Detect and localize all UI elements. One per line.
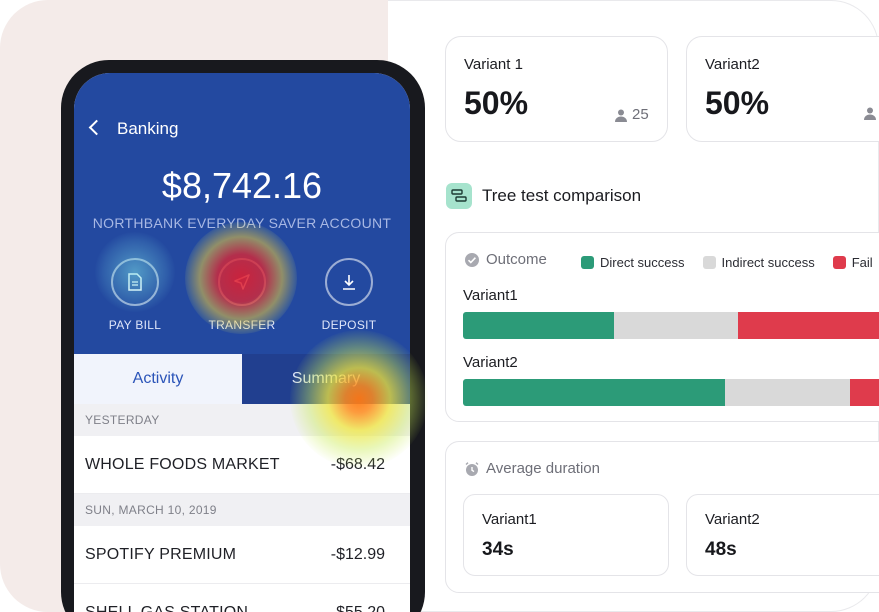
deposit-button[interactable]: DEPOSIT xyxy=(304,258,394,332)
back-chevron-icon[interactable] xyxy=(88,119,105,136)
bar-segment-fail xyxy=(738,312,879,339)
outcome-bar xyxy=(463,379,879,406)
duration-card: Variant1 34s xyxy=(463,494,669,576)
timer-icon xyxy=(465,461,479,476)
duration-box: Average duration Variant1 34s Variant2 4… xyxy=(445,441,879,593)
download-icon xyxy=(325,258,373,306)
section-title-tree-test: Tree test comparison xyxy=(446,183,641,209)
transaction-row[interactable]: SPOTIFY PREMIUM -$12.99 xyxy=(74,526,410,584)
bar-segment-indirect xyxy=(613,312,739,339)
duration-variant-label: Variant2 xyxy=(705,511,760,528)
transaction-merchant: SPOTIFY PREMIUM xyxy=(85,546,237,563)
transaction-amount: -$68.42 xyxy=(330,456,385,473)
legend-swatch xyxy=(581,256,594,269)
account-name: NORTHBANK EVERYDAY SAVER ACCOUNT xyxy=(92,215,392,231)
transaction-merchant: SHELL GAS STATION xyxy=(85,604,248,612)
account-balance: $8,742.16 xyxy=(161,165,323,206)
bar-segment-direct xyxy=(463,312,614,339)
variant-count-value: 25 xyxy=(632,106,649,123)
send-icon xyxy=(218,258,266,306)
variant-card: Variant 1 50% 25 xyxy=(445,36,668,142)
bar-label: Variant2 xyxy=(463,354,518,371)
bar-label: Variant1 xyxy=(463,287,518,304)
legend-label: Fail xyxy=(851,255,873,270)
legend: Direct success Indirect success Fail xyxy=(581,255,873,270)
section-title-text: Tree test comparison xyxy=(482,186,642,205)
bar-segment-direct xyxy=(463,379,726,406)
transaction-amount: -$12.99 xyxy=(330,546,385,563)
outcome-label: Outcome xyxy=(486,251,547,268)
deposit-label: DEPOSIT xyxy=(321,318,377,332)
tab-summary[interactable]: Summary xyxy=(242,354,410,404)
variant-percent: 50% xyxy=(705,85,770,121)
legend-swatch xyxy=(832,256,846,269)
variant-label: Variant 1 xyxy=(464,56,523,73)
transfer-label: TRANSFER xyxy=(208,318,276,332)
legend-item-direct: Direct success xyxy=(581,255,685,270)
section-header: YESTERDAY xyxy=(74,404,410,436)
outcome-header: Outcome xyxy=(464,251,547,268)
transaction-row[interactable]: WHOLE FOODS MARKET -$68.42 xyxy=(74,436,410,494)
bar-segment-indirect xyxy=(725,379,850,406)
duration-label: Average duration xyxy=(486,460,600,477)
phone-screen: Banking $8,742.16 NORTHBANK EVERYDAY SAV… xyxy=(74,73,410,612)
pay-bill-label: PAY BILL xyxy=(108,318,162,332)
variant-percent: 50% xyxy=(464,85,529,121)
legend-swatch xyxy=(702,256,716,269)
variant-card: Variant2 50% xyxy=(686,36,879,142)
tabs-bar: Activity Summary xyxy=(74,354,410,404)
outcome-bar xyxy=(463,312,879,339)
transfer-button[interactable]: TRANSFER xyxy=(197,258,287,332)
duration-header: Average duration xyxy=(464,460,600,477)
nav-title: Banking xyxy=(117,119,179,138)
tree-test-icon xyxy=(446,183,472,209)
user-icon xyxy=(864,107,876,120)
variant-count xyxy=(863,106,879,120)
pay-bill-button[interactable]: PAY BILL xyxy=(90,258,180,332)
tab-activity[interactable]: Activity xyxy=(74,354,242,404)
check-circle-icon xyxy=(465,252,479,267)
user-icon xyxy=(615,109,627,122)
duration-variant-label: Variant1 xyxy=(482,511,537,528)
outcome-box: Outcome Direct success Indirect success … xyxy=(445,232,879,422)
legend-label: Direct success xyxy=(600,255,685,270)
legend-label: Indirect success xyxy=(721,255,815,270)
legend-item-indirect: Indirect success xyxy=(702,255,815,270)
duration-value: 48s xyxy=(705,539,737,560)
transaction-amount: -$55.20 xyxy=(331,604,385,612)
variant-count: 25 xyxy=(614,106,649,123)
document-icon xyxy=(111,258,159,306)
transaction-row[interactable]: SHELL GAS STATION -$55.20 xyxy=(74,584,410,612)
bar-segment-fail xyxy=(849,379,879,406)
variant-label: Variant2 xyxy=(705,56,760,73)
legend-item-fail: Fail xyxy=(832,255,873,270)
duration-card: Variant2 48s xyxy=(686,494,879,576)
duration-value: 34s xyxy=(482,539,514,560)
section-header: SUN, MARCH 10, 2019 xyxy=(74,494,410,526)
transaction-merchant: WHOLE FOODS MARKET xyxy=(85,456,280,473)
